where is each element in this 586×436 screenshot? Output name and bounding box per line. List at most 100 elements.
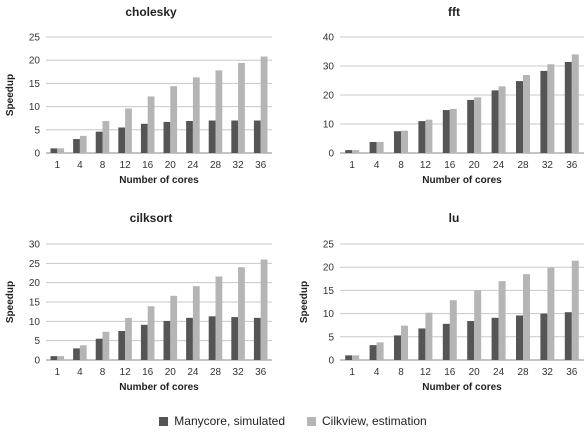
- bar-cilkview: [215, 70, 223, 153]
- x-tick-label: 20: [165, 367, 177, 378]
- y-tick-label: 25: [29, 259, 41, 270]
- y-tick-label: 0: [328, 149, 334, 160]
- y-tick-label: 30: [29, 240, 41, 251]
- chart-cilksort: 0 5 10 15 20 25 30 1 4 8 12 16 20 24 28 32 36 cilksort Num…: [5, 211, 272, 393]
- x-tick-label: 4: [77, 160, 83, 171]
- y-tick-label: 40: [323, 33, 335, 44]
- bar-cilkview: [147, 96, 155, 153]
- bar-cilkview: [401, 130, 408, 153]
- bar-cilkview: [125, 108, 132, 153]
- x-tick-label: 8: [100, 160, 106, 171]
- x-tick-label: 24: [187, 367, 199, 378]
- chart-lu: 0 5 10 15 20 25 1 4 8 12 16 20 24 28 32 36 lu Number of c…: [299, 211, 584, 393]
- chart-title: fft: [448, 5, 460, 19]
- bar-manycore: [394, 131, 401, 153]
- x-axis-label: Number of cores: [119, 382, 199, 393]
- bar-manycore: [186, 317, 193, 360]
- x-tick-label: 1: [349, 160, 355, 171]
- bar-cilkview: [425, 312, 433, 360]
- bar-manycore: [208, 316, 216, 360]
- bar-cilkview: [352, 150, 360, 153]
- bar-manycore: [418, 328, 426, 360]
- bar-manycore: [491, 317, 499, 360]
- bar-manycore: [516, 315, 523, 360]
- x-tick-label: 24: [187, 160, 199, 171]
- legend: Manycore, simulated Cilkview, estimation: [0, 414, 586, 428]
- y-tick-label: 20: [29, 56, 41, 67]
- x-tick-label: 28: [210, 367, 222, 378]
- bar-manycore: [50, 356, 58, 360]
- bar-manycore: [467, 321, 475, 360]
- legend-label-cilkview: Cilkview, estimation: [322, 414, 427, 428]
- y-tick-label: 20: [323, 263, 335, 274]
- x-tick-label: 32: [542, 367, 554, 378]
- y-tick-label: 15: [29, 298, 41, 309]
- bar-cilkview: [102, 120, 110, 153]
- bar-manycore: [253, 120, 261, 153]
- x-tick-label: 16: [142, 160, 154, 171]
- x-tick-label: 12: [120, 160, 132, 171]
- x-tick-label: 20: [469, 367, 481, 378]
- y-tick-label: 5: [34, 125, 40, 136]
- bar-cilkview: [79, 135, 87, 153]
- bar-cilkview: [547, 267, 555, 360]
- y-axis-label: Speedup: [5, 281, 16, 323]
- bar-cilkview: [474, 290, 482, 360]
- bar-manycore: [163, 320, 171, 360]
- bar-cilkview: [352, 355, 360, 360]
- bar-manycore: [491, 90, 499, 153]
- y-tick-label: 10: [29, 317, 41, 328]
- x-tick-label: 8: [100, 367, 106, 378]
- chart-title: cilksort: [130, 211, 173, 225]
- y-axis-label: Speedup: [5, 74, 16, 116]
- x-tick-label: 36: [566, 367, 578, 378]
- y-tick-label: 15: [323, 286, 335, 297]
- bar-manycore: [140, 123, 148, 153]
- bar-cilkview: [260, 259, 268, 360]
- y-tick-label: 15: [29, 79, 41, 90]
- bar-manycore: [118, 331, 126, 360]
- y-tick-label: 20: [323, 91, 335, 102]
- x-tick-label: 36: [255, 367, 267, 378]
- bar-manycore: [73, 139, 80, 153]
- bar-manycore: [345, 150, 353, 153]
- y-tick-label: 20: [29, 278, 41, 289]
- bar-manycore: [95, 338, 103, 360]
- x-tick-label: 20: [469, 160, 481, 171]
- bar-manycore: [253, 317, 261, 360]
- bar-cilkview: [474, 97, 482, 153]
- bar-cilkview: [57, 356, 65, 360]
- y-axis-label: Speedup: [299, 281, 310, 323]
- bar-manycore: [564, 61, 572, 153]
- bar-manycore: [163, 121, 171, 153]
- bar-cilkview: [498, 86, 506, 153]
- y-tick-label: 10: [323, 120, 335, 131]
- x-tick-label: 4: [374, 367, 380, 378]
- legend-item-manycore: Manycore, simulated: [159, 414, 285, 428]
- x-tick-label: 1: [55, 160, 61, 171]
- bar-manycore: [208, 120, 216, 153]
- bar-manycore: [95, 131, 103, 153]
- bar-cilkview: [401, 325, 408, 360]
- x-tick-label: 20: [165, 160, 177, 171]
- bar-manycore: [231, 120, 239, 153]
- x-tick-label: 1: [55, 367, 61, 378]
- x-axis-label: Number of cores: [422, 175, 502, 186]
- chart-fft: 0 10 20 30 40 1 4 8 12 16 20 24 28 32 36 fft Number of c…: [323, 5, 584, 186]
- legend-label-manycore: Manycore, simulated: [174, 414, 285, 428]
- bar-manycore: [186, 120, 193, 153]
- bar-cilkview: [215, 276, 223, 360]
- y-tick-label: 25: [29, 33, 41, 44]
- x-axis-label: Number of cores: [422, 382, 502, 393]
- bar-manycore: [467, 99, 475, 153]
- x-tick-label: 16: [444, 367, 456, 378]
- chart-cholesky: 0 5 10 15 20 25 1 4 8 12 16 20 24 28 32 36 cholesky Numbe…: [5, 5, 272, 186]
- bar-cilkview: [125, 317, 132, 360]
- bar-manycore: [442, 110, 450, 153]
- legend-swatch-manycore: [159, 416, 169, 426]
- y-tick-label: 5: [34, 336, 40, 347]
- x-tick-label: 12: [420, 160, 432, 171]
- y-tick-label: 25: [323, 240, 335, 251]
- bar-manycore: [73, 348, 80, 360]
- bar-manycore: [140, 324, 148, 360]
